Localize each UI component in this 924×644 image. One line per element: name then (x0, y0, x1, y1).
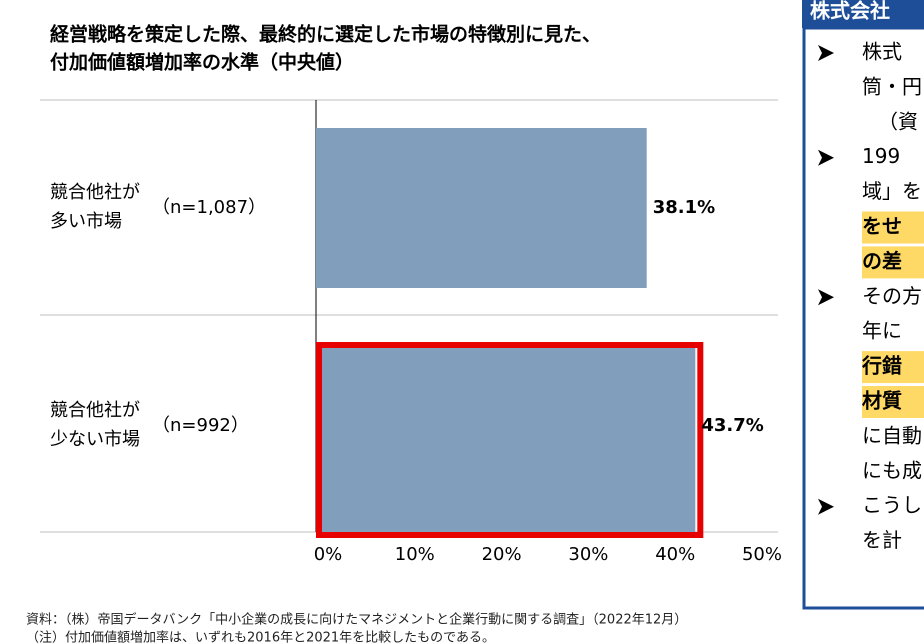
sample-size: （n=992） (152, 415, 249, 436)
bar (316, 128, 647, 288)
category-label: 少ない市場 (50, 429, 140, 450)
panel-text: に自動 (862, 423, 922, 447)
panel-header-bg (802, 0, 924, 28)
highlight-bg (862, 386, 924, 418)
panel-text: 筒・円 (862, 74, 922, 98)
panel-text: 材質 (862, 389, 902, 413)
panel-text: 行錯 (861, 354, 902, 378)
bullet (818, 498, 834, 515)
highlight-frame (316, 342, 704, 538)
x-tick-label: 50% (742, 544, 782, 565)
value-label: 38.1% (653, 197, 715, 218)
panel-text: こうし (862, 493, 922, 517)
category-label: 競合他社が (50, 182, 140, 203)
sample-size: （n=1,087） (152, 197, 266, 218)
category-label: 多い市場 (50, 211, 122, 232)
panel-text: その方 (862, 284, 922, 308)
value-label: 43.7% (701, 415, 763, 436)
bullet (818, 45, 834, 61)
source-note: 資料：（株）帝国データバンク「中小企業の成長に向けたマネジメントと企業行動に関す… (26, 612, 687, 628)
panel-text: にも成 (862, 458, 922, 482)
panel-text: 年に (862, 319, 902, 343)
panel-text: 株式 (862, 40, 902, 64)
bullet (818, 289, 834, 306)
panel-text: の差 (862, 249, 902, 273)
chart-title: 経営戦略を策定した際、最終的に選定した市場の特徴別に見た、 (50, 23, 601, 46)
highlight-bg (862, 211, 924, 244)
highlight-bg (862, 246, 924, 279)
panel-header: 株式会社 (810, 0, 890, 23)
chart-title: 付加価値額増加率の水準（中央値） (50, 51, 354, 74)
panel-text: を計 (862, 528, 902, 552)
x-tick-label: 20% (482, 544, 522, 565)
highlight-bg (862, 351, 924, 384)
x-tick-label: 30% (568, 544, 608, 565)
side-panel: 株式会社 株式筒・円 （資 199 域」ををせの差その方年に行錯材質に自動にも成こうし… (802, 0, 924, 610)
panel-text: （資 (878, 109, 918, 133)
bullet (818, 149, 834, 166)
x-tick-label: 10% (395, 544, 435, 565)
panel-text: をせ (862, 214, 902, 238)
panel-text: 199 (862, 144, 900, 168)
panel-border (802, 26, 924, 610)
x-tick-label: 40% (655, 544, 695, 565)
bar (316, 347, 696, 533)
footnote: （注）付加価値額増加率は、いずれも2016年と2021年を比較したものである。 (26, 630, 495, 644)
x-tick-label: 0% (314, 544, 343, 565)
category-label: 競合他社が (50, 400, 140, 421)
panel-text: 域」を (862, 179, 922, 203)
